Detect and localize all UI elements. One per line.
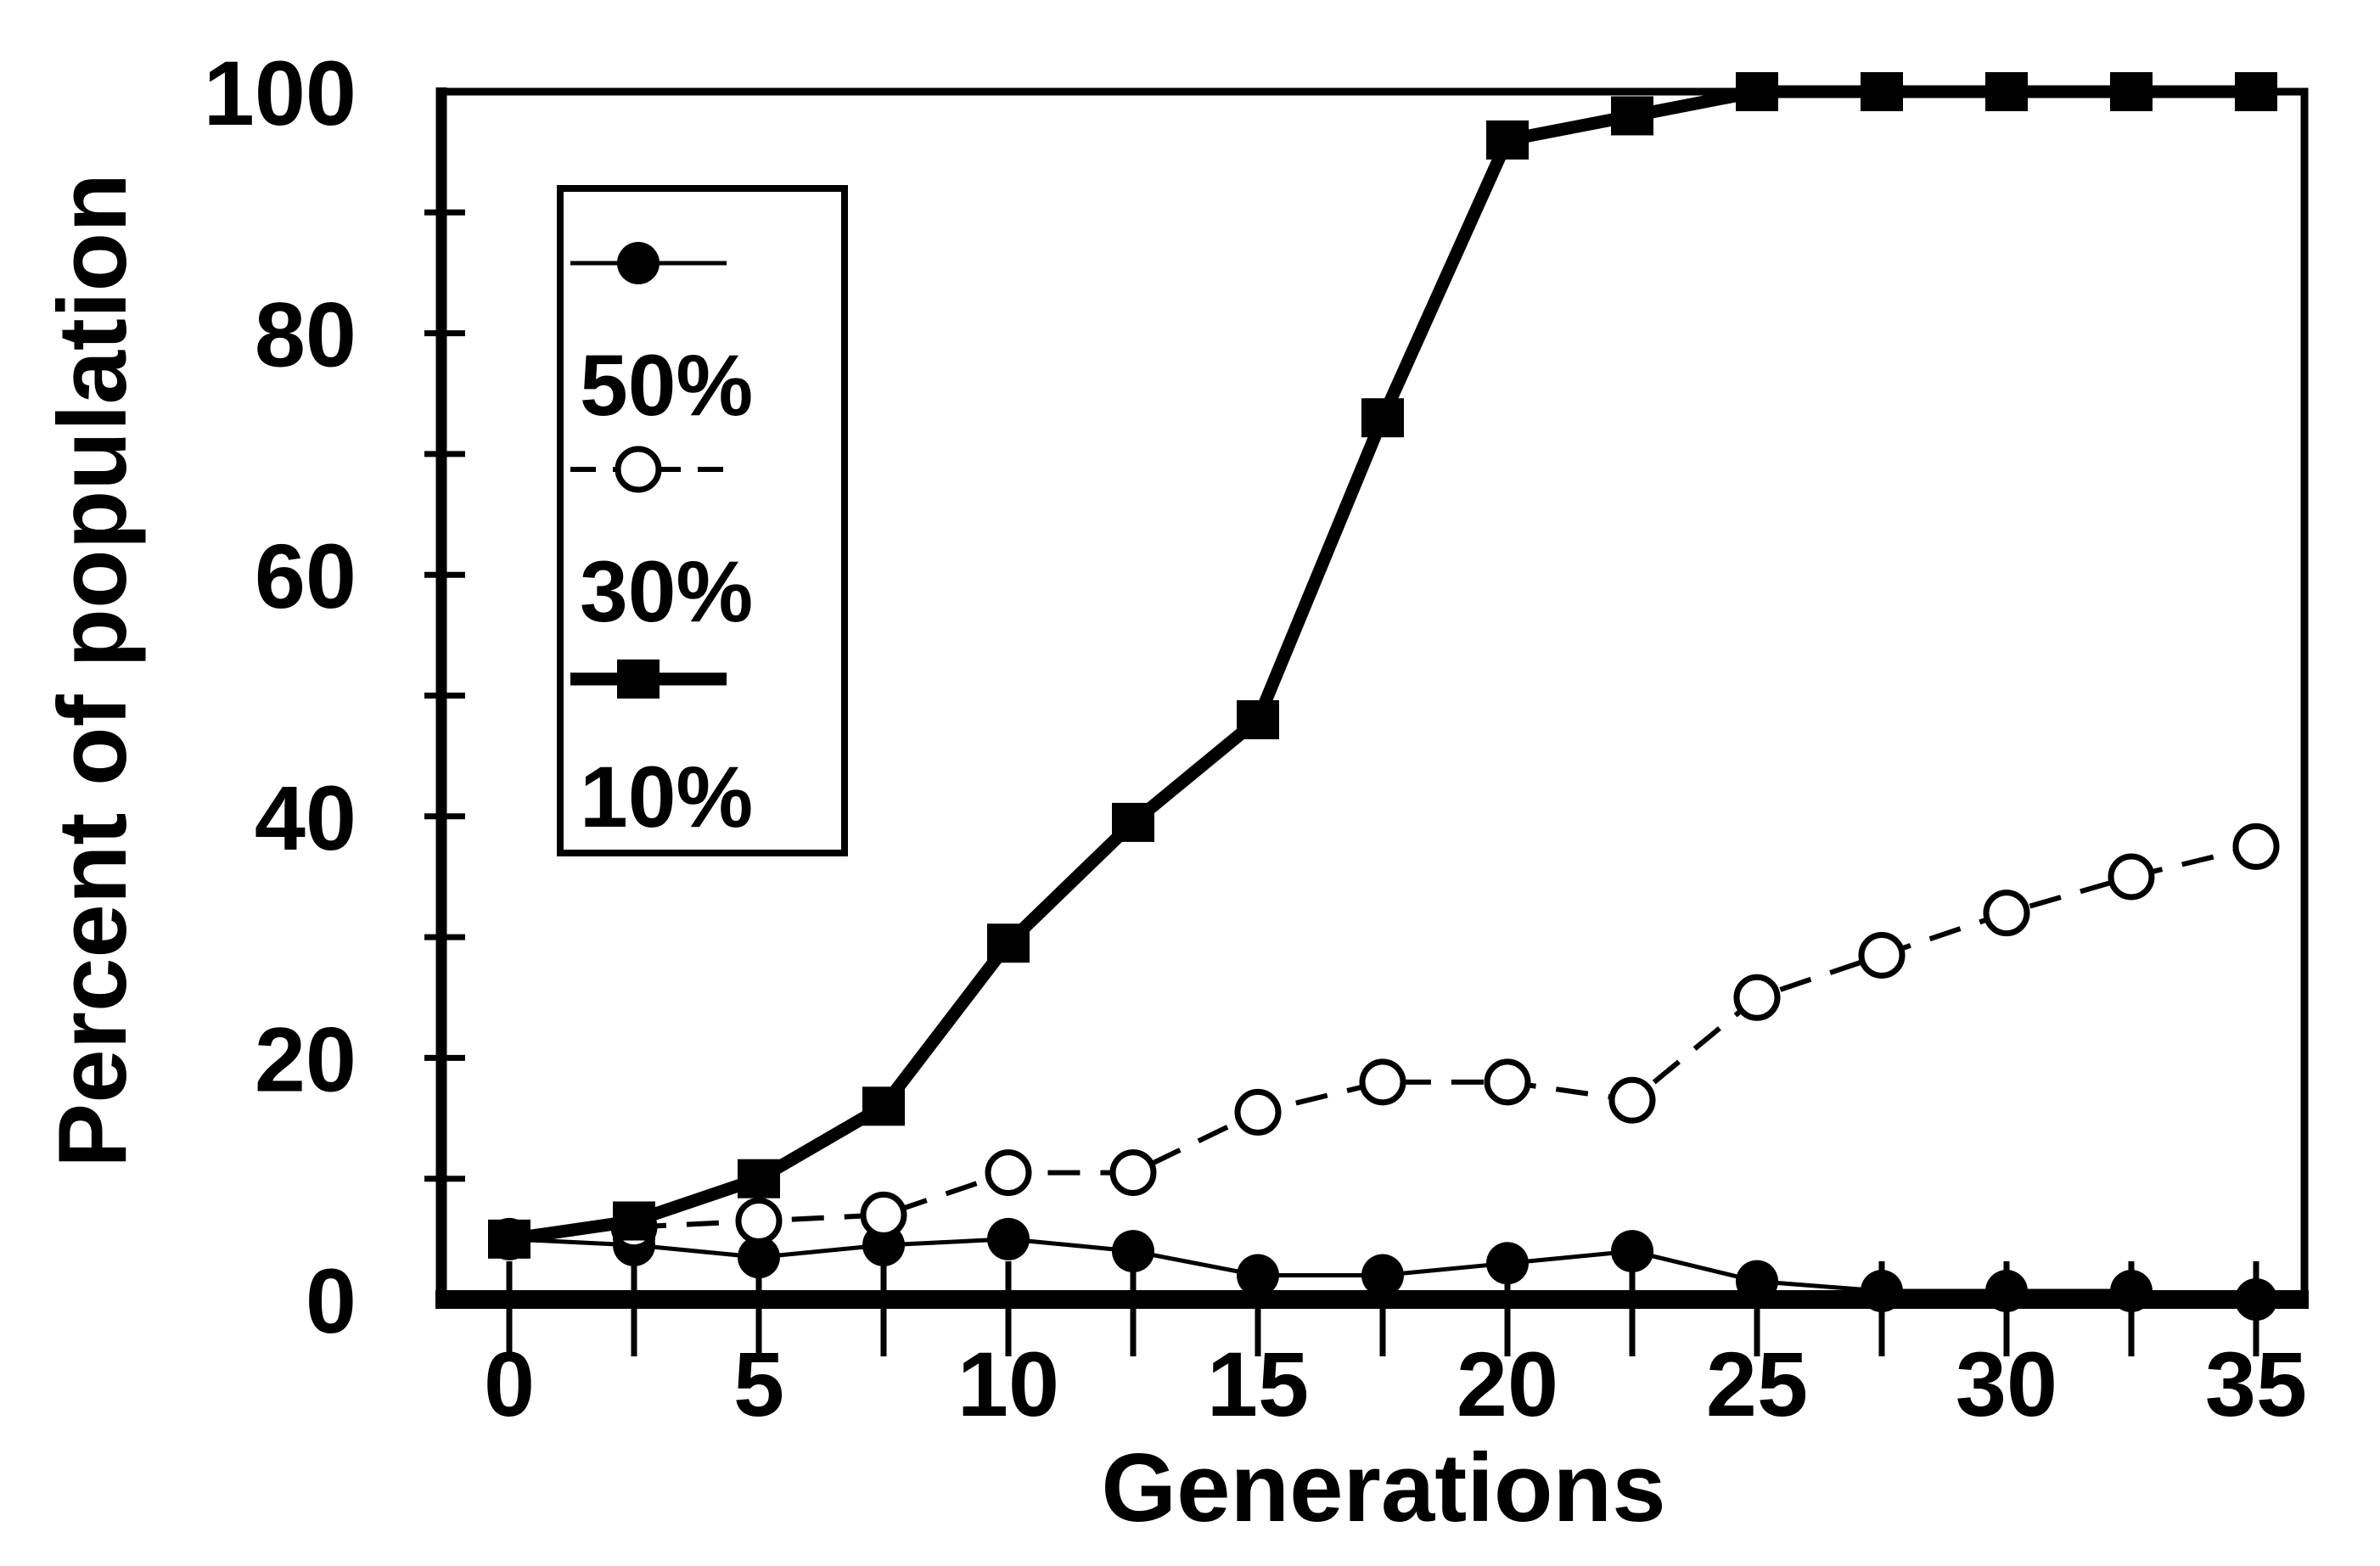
series-point-30% bbox=[1983, 890, 2030, 937]
series-point-30% bbox=[2108, 853, 2155, 901]
series-point-30% bbox=[1858, 931, 1906, 979]
y-tick-label-20: 20 bbox=[255, 1008, 356, 1110]
series-point-50% bbox=[1112, 1230, 1154, 1273]
series-point-10% bbox=[1736, 72, 1778, 111]
series-point-50% bbox=[2235, 1278, 2277, 1321]
series-point-10% bbox=[2235, 72, 2277, 111]
series-point-10% bbox=[1486, 120, 1529, 160]
series-point-10% bbox=[1112, 802, 1154, 842]
series-point-30% bbox=[1109, 1149, 1157, 1197]
series-point-30% bbox=[2232, 822, 2280, 870]
series-point-50% bbox=[738, 1236, 780, 1279]
series-point-30% bbox=[735, 1198, 783, 1245]
x-tick-label-5: 5 bbox=[733, 1333, 784, 1435]
series-point-50% bbox=[1736, 1260, 1778, 1303]
series-point-50% bbox=[1361, 1254, 1404, 1297]
legend-label-10%: 10% bbox=[580, 749, 753, 845]
series-point-30% bbox=[1733, 974, 1781, 1021]
series-point-50% bbox=[2110, 1270, 2153, 1313]
series-point-10% bbox=[862, 1086, 905, 1126]
series-point-30% bbox=[1359, 1058, 1406, 1106]
x-tick-label-0: 0 bbox=[484, 1333, 535, 1435]
series-point-50% bbox=[1611, 1230, 1653, 1273]
legend-label-50%: 50% bbox=[580, 337, 753, 434]
x-tick-label-25: 25 bbox=[1706, 1333, 1808, 1435]
series-point-10% bbox=[1985, 72, 2028, 111]
x-tick-label-15: 15 bbox=[1207, 1333, 1309, 1435]
legend: 50% 30% 10% bbox=[557, 185, 848, 856]
plot-area: 0 5 10 15 20 25 30 35 0 20 40 60 80 100 bbox=[204, 42, 2309, 1435]
y-tick-label-60: 60 bbox=[255, 525, 356, 627]
series-point-50% bbox=[1237, 1254, 1279, 1297]
y-tick-label-100: 100 bbox=[204, 42, 356, 144]
legend-marker-30% bbox=[615, 446, 662, 493]
y-axis-title: Percent of population bbox=[39, 173, 147, 1168]
series-point-50% bbox=[1985, 1270, 2028, 1313]
series-point-10% bbox=[1237, 699, 1279, 739]
legend-marker-10% bbox=[617, 660, 660, 699]
series-point-30% bbox=[985, 1149, 1032, 1197]
y-tick-label-80: 80 bbox=[255, 283, 356, 386]
series-point-10% bbox=[613, 1201, 655, 1241]
x-tick-label-20: 20 bbox=[1457, 1333, 1558, 1435]
series-point-10% bbox=[1361, 398, 1404, 438]
series-point-50% bbox=[1861, 1270, 1903, 1313]
series-point-10% bbox=[987, 923, 1030, 963]
series-point-10% bbox=[2110, 72, 2153, 111]
legend-marker-50% bbox=[617, 242, 660, 284]
series-point-50% bbox=[987, 1217, 1030, 1260]
series-point-10% bbox=[1861, 72, 1903, 111]
y-tick-label-0: 0 bbox=[306, 1249, 356, 1352]
x-tick-label-10: 10 bbox=[957, 1333, 1059, 1435]
legend-label-30%: 30% bbox=[580, 543, 753, 640]
legend-box bbox=[557, 185, 848, 856]
series-point-30% bbox=[1608, 1076, 1656, 1124]
series-point-10% bbox=[488, 1219, 530, 1259]
x-tick-label-30: 30 bbox=[1956, 1333, 2057, 1435]
series-point-30% bbox=[1234, 1088, 1282, 1136]
x-tick-label-35: 35 bbox=[2205, 1333, 2307, 1435]
series-point-10% bbox=[738, 1159, 780, 1198]
series-point-10% bbox=[1611, 96, 1653, 136]
series-point-30% bbox=[860, 1191, 907, 1238]
series-point-30% bbox=[1484, 1058, 1531, 1106]
x-axis-title: Generations bbox=[1101, 1434, 1665, 1542]
series-point-50% bbox=[1486, 1242, 1529, 1285]
y-tick-label-40: 40 bbox=[255, 766, 356, 869]
